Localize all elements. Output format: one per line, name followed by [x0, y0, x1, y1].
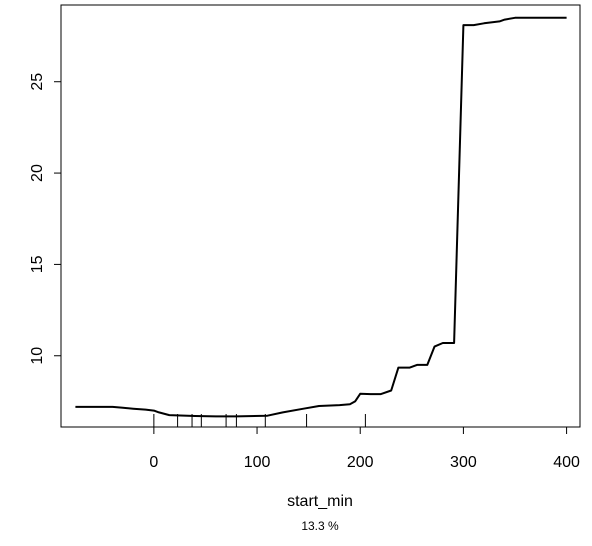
x-tick-label: 300 [450, 454, 477, 471]
y-tick-label: 15 [29, 255, 46, 273]
series-line [75, 16, 567, 418]
x-tick-label: 400 [553, 454, 580, 471]
axis-ticks: 0 100 200 300 400 10 15 20 25 [29, 73, 580, 471]
y-tick-label: 25 [29, 73, 46, 91]
y-tick-label: 20 [29, 164, 46, 182]
x-tick-label: 200 [347, 454, 374, 471]
y-tick-label: 10 [29, 347, 46, 365]
x-axis-subtitle: 13.3 % [301, 519, 339, 533]
plot-frame [60, 4, 581, 428]
x-tick-label: 0 [149, 454, 158, 471]
x-tick-label: 100 [244, 454, 271, 471]
x-axis-label: start_min [287, 493, 353, 510]
